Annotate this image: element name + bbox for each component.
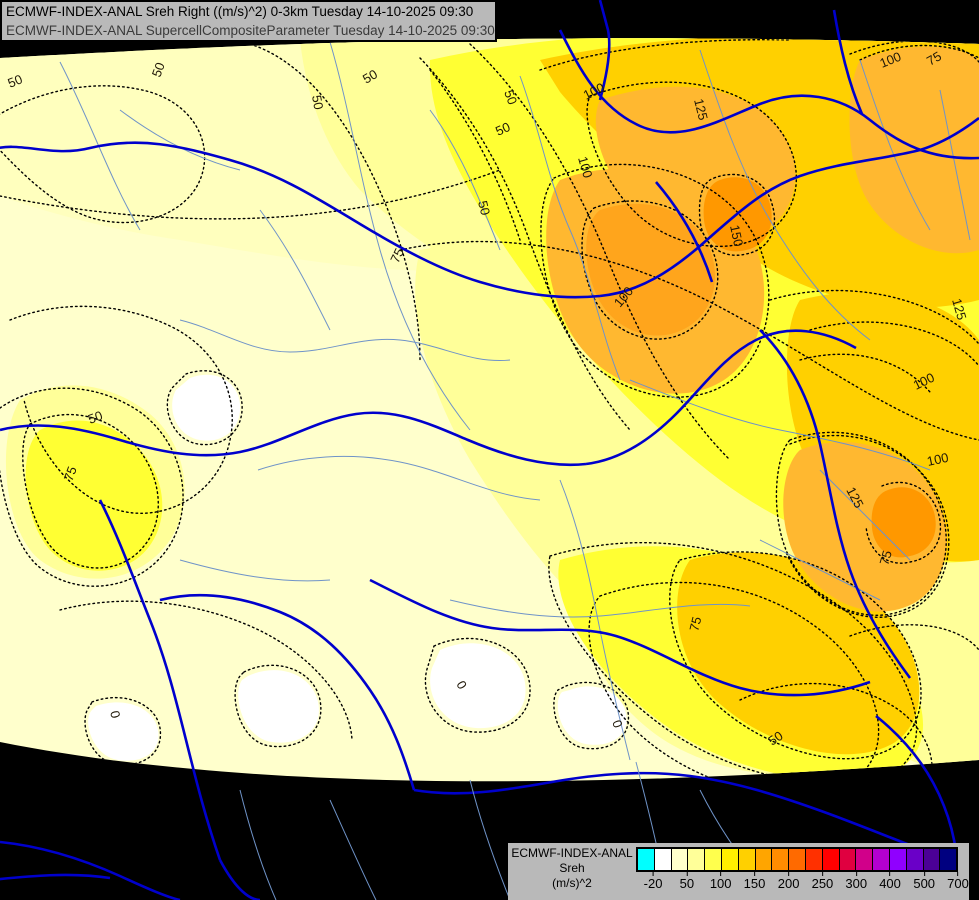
colorbar-tick: 700: [947, 872, 969, 891]
tick-label: 400: [879, 876, 901, 891]
colorbar-tick: -20: [643, 872, 663, 891]
contour-label: 50: [501, 88, 520, 107]
tick-label: 150: [743, 876, 766, 891]
legend-panel: ECMWF-INDEX-ANAL Sreh (m/s)^2 -20 50 100 15…: [508, 843, 969, 900]
colorbar-swatch: [923, 849, 941, 870]
colorbar-tick: 300: [845, 872, 867, 891]
colorbar-swatch: [940, 849, 957, 870]
contour-label: 125: [691, 97, 711, 122]
colorbar-swatch: [654, 849, 672, 870]
contour-label: 100: [575, 155, 595, 180]
tick-label: 300: [845, 876, 868, 891]
legend-caption-line-2: Sreh: [559, 861, 585, 875]
colorbar-ticks: -20 50 100 150 200 250 300 400 500 700: [636, 872, 969, 896]
contour-label: 150: [727, 224, 746, 248]
title-panel: ECMWF-INDEX-ANAL Sreh Right ((m/s)^2) 0-…: [0, 0, 497, 42]
contour-label: 75: [387, 246, 407, 266]
colorbar-swatch: [839, 849, 857, 870]
tick-mark: [652, 872, 654, 876]
title-line-1: ECMWF-INDEX-ANAL Sreh Right ((m/s)^2) 0-…: [6, 4, 474, 19]
tick-label: -20: [643, 876, 663, 891]
contour-label: 0: [609, 718, 626, 730]
colorbar-swatch: [873, 849, 890, 870]
colorbar[interactable]: [636, 847, 958, 872]
colorbar-swatch: [688, 849, 706, 870]
contour-label: 50: [309, 94, 326, 111]
colorbar-swatch: [671, 849, 689, 870]
tick-mark: [957, 872, 959, 876]
contour-label: 50: [493, 119, 512, 139]
colorbar-tick: 100: [710, 872, 732, 891]
contour-label: 75: [876, 549, 894, 567]
tick-label: 250: [811, 876, 834, 891]
colorbar-swatch: [772, 849, 790, 870]
tick-mark: [753, 872, 755, 876]
colorbar-swatch: [856, 849, 874, 870]
contour-label-layer: 50 50 50 50 50 50 50 50 50 75 75 75 75 7…: [6, 48, 970, 748]
colorbar-swatch: [889, 849, 907, 870]
contour-label: 0: [107, 709, 123, 720]
colorbar-swatch: [906, 849, 924, 870]
legend-caption: ECMWF-INDEX-ANAL Sreh (m/s)^2: [508, 843, 636, 891]
legend-scale: -20 50 100 150 200 250 300 400 500 700: [636, 843, 969, 896]
tick-mark: [788, 872, 790, 876]
contour-label: 50: [6, 71, 25, 90]
tick-label: 50: [679, 876, 695, 891]
colorbar-tick: 400: [879, 872, 901, 891]
tick-mark: [923, 872, 925, 876]
colorbar-tick: 250: [811, 872, 834, 891]
tick-mark: [720, 872, 722, 876]
contour-label: 100: [926, 450, 950, 469]
title-line-2: ECMWF-INDEX-ANAL SupercellCompositeParam…: [6, 23, 495, 38]
tick-mark: [821, 872, 823, 876]
tick-label: 500: [913, 876, 936, 891]
tick-mark: [855, 872, 857, 876]
contour-label: 75: [61, 464, 80, 483]
colorbar-swatch: [755, 849, 773, 870]
tick-label: 200: [777, 876, 800, 891]
colorbar-swatch: [721, 849, 739, 870]
colorbar-tick: 150: [743, 872, 766, 891]
tick-label: 700: [947, 876, 969, 891]
colorbar-tick: 50: [680, 872, 694, 891]
tick-mark: [686, 872, 688, 876]
contour-label: 50: [149, 60, 168, 79]
colorbar-swatch: [738, 849, 756, 870]
contour-label: 50: [475, 199, 493, 217]
contour-label: 50: [765, 728, 785, 749]
contour-label: 50: [86, 408, 105, 427]
colorbar-swatch: [638, 849, 655, 870]
legend-caption-line-3: (m/s)^2: [552, 876, 592, 890]
contour-label: 50: [360, 66, 380, 86]
tick-label: 100: [709, 876, 732, 891]
colorbar-swatch: [705, 849, 722, 870]
contour-label: 75: [686, 615, 704, 633]
contour-label: 125: [949, 297, 969, 322]
colorbar-tick: 500: [913, 872, 935, 891]
colorbar-swatch: [822, 849, 840, 870]
colorbar-tick: 200: [777, 872, 800, 891]
colorbar-swatch: [789, 849, 806, 870]
contour-label: 75: [924, 48, 944, 68]
colorbar-swatch: [805, 849, 823, 870]
legend-caption-line-1: ECMWF-INDEX-ANAL: [511, 846, 633, 860]
tick-mark: [889, 872, 891, 876]
